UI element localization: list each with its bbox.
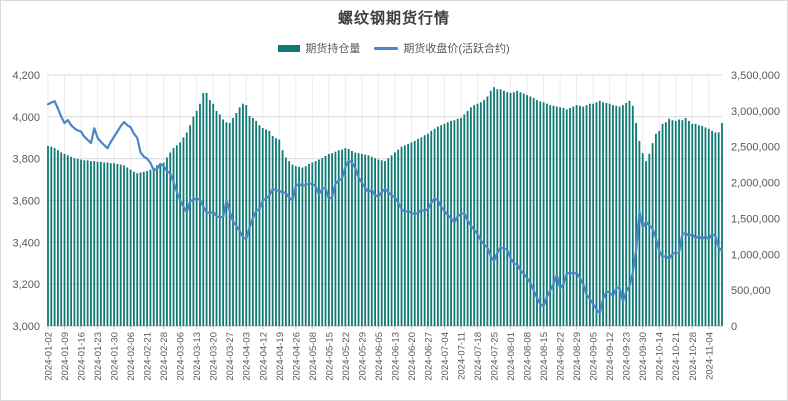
x-axis-label: 2024-10-14: [655, 332, 666, 381]
x-axis-label: 2024-09-30: [638, 332, 649, 381]
x-axis-label: 2024-09-05: [589, 332, 600, 381]
x-axis-label: 2024-08-15: [539, 332, 550, 381]
x-axis-label: 2024-05-22: [341, 332, 352, 381]
chart-title: 螺纹钢期货行情: [337, 10, 450, 27]
legend-label-close-price: 期货收盘价(活跃合约): [403, 43, 510, 55]
x-axis-label: 2024-10-21: [671, 332, 682, 381]
right-axis-label: 2,000,000: [731, 178, 780, 190]
x-axis-label: 2024-07-04: [440, 332, 451, 381]
x-axis-label: 2024-04-19: [275, 332, 286, 381]
x-axis-label: 2024-01-02: [44, 332, 55, 381]
x-axis-label: 2024-05-08: [308, 332, 319, 381]
x-axis-label: 2024-01-23: [93, 332, 104, 381]
x-axis-label: 2024-03-13: [192, 332, 203, 381]
left-axis-label: 3,000: [12, 321, 40, 333]
x-axis-label: 2024-01-09: [60, 332, 71, 381]
x-axis-label: 2024-03-27: [225, 332, 236, 381]
line-series-swatch-icon: [374, 46, 399, 50]
x-axis-label: 2024-08-22: [556, 332, 567, 381]
x-axis-label: 2024-02-21: [143, 332, 154, 381]
x-axis-label: 2024-04-26: [291, 332, 302, 381]
x-axis-label: 2024-07-18: [473, 332, 484, 381]
x-axis-label: 2024-09-23: [622, 332, 633, 381]
x-axis-label: 2024-08-08: [523, 332, 534, 381]
x-axis-label: 2024-04-03: [242, 332, 253, 381]
x-axis-label: 2024-03-20: [209, 332, 220, 381]
x-axis-label: 2024-11-04: [704, 332, 715, 380]
x-axis-label: 2024-06-27: [424, 332, 435, 381]
right-axis-label: 0: [731, 321, 737, 333]
x-axis-label: 2024-10-28: [688, 332, 699, 381]
x-axis-label: 2024-04-12: [258, 332, 269, 381]
right-axis-label: 1,500,000: [731, 213, 780, 225]
x-axis-label: 2024-08-29: [572, 332, 583, 381]
x-axis-label: 2024-01-16: [77, 332, 88, 381]
left-axis-label: 4,200: [12, 70, 40, 82]
close-price-line: [46, 99, 724, 315]
legend-label-open-interest: 期货持仓量: [305, 43, 361, 55]
left-axis-label: 4,000: [12, 112, 40, 124]
x-axis-labels: 2024-01-02 2024-01-09 2024-01-16 2024-01-23…: [44, 326, 715, 381]
x-axis-label: 2024-08-01: [506, 332, 517, 381]
x-axis-label: 2024-01-30: [110, 332, 121, 381]
open-interest-bars: [47, 87, 723, 327]
right-axis-label: 1,000,000: [731, 249, 780, 261]
x-axis-label: 2024-09-12: [605, 332, 616, 381]
legend-item-open-interest: 期货持仓量: [278, 40, 360, 56]
x-axis-label: 2024-06-13: [390, 332, 401, 381]
x-axis-label: 2024-07-11: [457, 332, 468, 380]
x-axis-label: 2024-06-05: [374, 332, 385, 381]
left-axis-label: 3,800: [12, 154, 40, 166]
x-axis-label: 2024-02-28: [159, 332, 170, 381]
left-axis-label: 3,400: [12, 237, 40, 249]
right-axis-label: 2,500,000: [731, 142, 780, 154]
left-axis-label: 3,200: [12, 279, 40, 291]
right-axis-label: 3,000,000: [731, 106, 780, 118]
x-axis-label: 2024-02-06: [126, 332, 137, 381]
legend: 期货持仓量 期货收盘价(活跃合约): [1, 40, 787, 56]
x-axis-label: 2024-05-15: [324, 332, 335, 381]
bar-series-swatch-icon: [278, 44, 301, 52]
x-axis-label: 2024-05-29: [357, 332, 368, 381]
x-axis-label: 2024-06-20: [407, 332, 418, 381]
right-axis-label: 3,500,000: [731, 70, 780, 82]
right-axis-label: 500,000: [731, 285, 771, 297]
x-axis-label: 2024-03-06: [176, 332, 187, 381]
x-axis-label: 2024-07-25: [490, 332, 501, 381]
legend-item-close-price: 期货收盘价(活跃合约): [374, 40, 510, 56]
left-axis-label: 3,600: [12, 196, 40, 208]
